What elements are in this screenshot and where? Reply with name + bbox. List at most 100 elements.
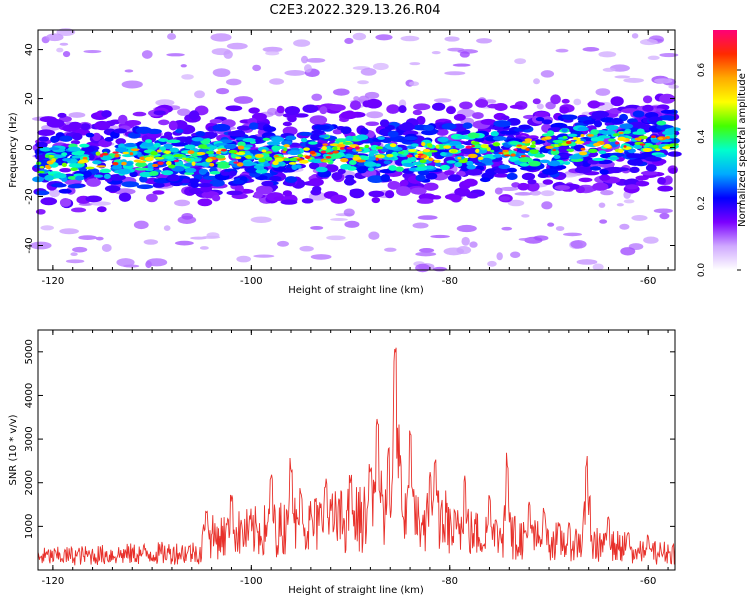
heatmap-cell: [499, 130, 517, 135]
heatmap-cell: [419, 248, 435, 253]
heatmap-cell: [379, 119, 390, 128]
heatmap-cell: [582, 47, 600, 52]
heatmap-cell: [480, 118, 497, 125]
heatmap-cell: [469, 241, 478, 248]
heatmap-cell: [306, 57, 326, 63]
heatmap-cell: [258, 158, 266, 163]
heatmap-cell: [174, 199, 191, 207]
heatmap-cell: [135, 162, 147, 168]
heatmap-cell: [588, 148, 598, 153]
heatmap-cell: [340, 110, 358, 120]
heatmap-cell: [629, 166, 640, 174]
heatmap-cell: [665, 129, 675, 136]
heatmap-cell: [475, 99, 489, 108]
heatmap-cell: [462, 122, 473, 129]
heatmap-cell: [326, 235, 346, 241]
heatmap-cell: [350, 100, 361, 111]
heatmap-cell: [310, 225, 324, 230]
heatmap-cell: [408, 149, 417, 152]
heatmap-cell: [353, 96, 360, 101]
heatmap-cell: [232, 179, 245, 185]
heatmap-cell: [498, 152, 504, 155]
heatmap-cell: [642, 104, 654, 112]
heatmap-cell: [441, 123, 457, 130]
heatmap-cell: [68, 121, 82, 130]
heatmap-cell: [167, 174, 180, 182]
heatmap-cell: [198, 144, 208, 149]
heatmap-cell: [152, 163, 159, 168]
heatmap-cell: [310, 254, 332, 260]
heatmap-cell: [459, 101, 473, 110]
colorbar-tick-label: 0.0: [697, 263, 707, 278]
heatmap-cell: [614, 75, 631, 79]
colorbar-tick-label: 0.6: [697, 63, 707, 78]
heatmap-cell: [417, 155, 422, 159]
heatmap-cell: [563, 161, 571, 165]
heatmap-cell: [220, 148, 227, 152]
heatmap-cell: [412, 109, 423, 116]
heatmap-cell: [410, 187, 427, 195]
heatmap-cell: [59, 42, 69, 46]
heatmap-cell: [175, 128, 184, 134]
heatmap-cell: [386, 104, 400, 114]
heatmap-cell: [40, 225, 54, 231]
heatmap-cell: [317, 161, 328, 168]
heatmap-cell: [237, 141, 246, 147]
heatmap-cell: [659, 93, 676, 104]
heatmap-cell: [471, 145, 475, 148]
heatmap-cell: [263, 126, 277, 133]
heatmap-cell: [531, 140, 536, 145]
heatmap-cell: [668, 167, 678, 174]
heatmap-cell: [346, 146, 353, 150]
heatmap-cell: [327, 153, 342, 159]
heatmap-cell: [501, 115, 510, 121]
heatmap-cell: [485, 168, 498, 176]
heatmap-cell: [400, 35, 420, 42]
heatmap-cell: [115, 138, 127, 145]
heatmap-cell: [38, 136, 50, 142]
heatmap-cell: [155, 99, 175, 107]
heatmap-cell: [312, 185, 322, 193]
heatmap-cell: [345, 153, 353, 159]
heatmap-cell: [301, 198, 314, 204]
heatmap-cell: [325, 155, 332, 159]
heatmap-cell: [92, 132, 101, 142]
heatmap-cell: [35, 190, 50, 196]
heatmap-cell: [283, 144, 290, 148]
heatmap-cell: [116, 258, 135, 267]
heatmap-cell: [111, 164, 123, 170]
heatmap-cell: [147, 162, 155, 169]
heatmap-cell: [165, 155, 174, 159]
heatmap-cell: [431, 51, 441, 55]
heatmap-cell: [589, 166, 602, 171]
heatmap-cell: [225, 105, 243, 112]
heatmap-cell: [59, 228, 79, 235]
heatmap-cell: [215, 161, 230, 165]
heatmap-cell: [415, 166, 428, 171]
colorbar: 0.0 0.2 0.4 0.6 Normalized spectral amplitu…: [697, 30, 748, 277]
heatmap-cell: [51, 183, 67, 188]
heatmap-cell: [411, 161, 422, 166]
heatmap-cell: [68, 112, 86, 118]
heatmap-cell: [533, 153, 546, 158]
spectrogram-panel: -120 -100 -80 -60 -40 -20 0 20 40 Height of stra…: [8, 28, 682, 296]
heatmap-cell: [156, 149, 162, 153]
heatmap-cell: [562, 135, 568, 139]
heatmap-cell: [141, 141, 154, 147]
heatmap-cell: [243, 144, 253, 148]
heatmap-cell: [235, 156, 242, 160]
colorbar-tick-label: 0.4: [697, 129, 707, 144]
heatmap-cell: [85, 166, 95, 170]
heatmap-cell: [339, 146, 345, 150]
heatmap-cell: [498, 164, 511, 170]
heatmap-cell: [332, 128, 343, 135]
heatmap-cell: [466, 192, 479, 199]
heatmap-cell: [48, 147, 60, 151]
heatmap-cell: [164, 150, 171, 155]
heatmap-cell: [477, 156, 484, 161]
heatmap-cell: [592, 157, 606, 161]
heatmap-cell: [639, 38, 658, 46]
heatmap-cell: [269, 175, 282, 182]
x-tick-label: -80: [442, 276, 458, 287]
heatmap-cell: [657, 176, 666, 185]
